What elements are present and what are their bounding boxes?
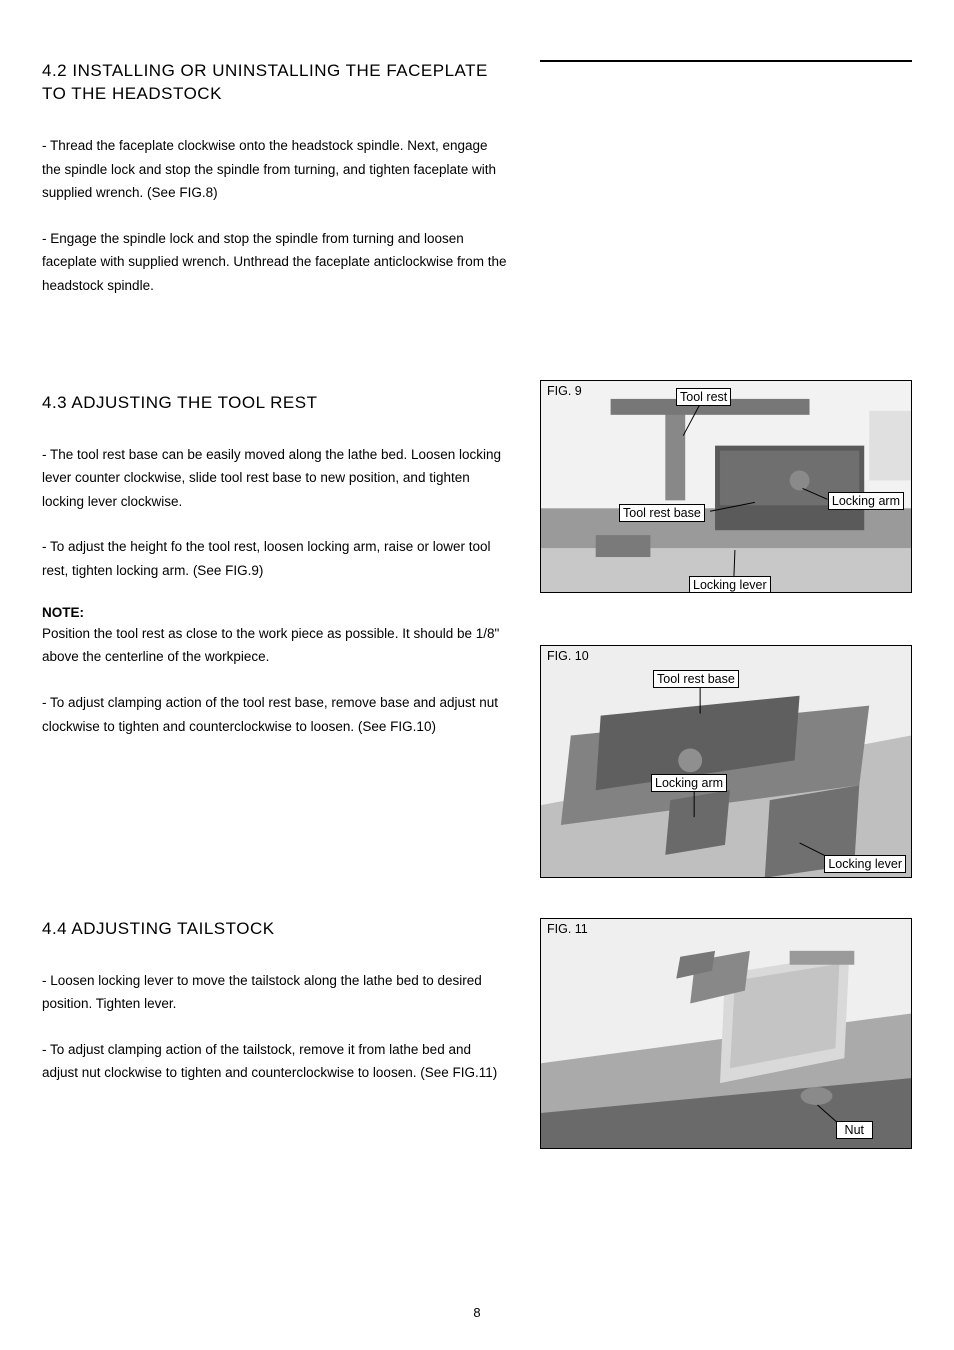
callout-locking-lever-10: Locking lever: [824, 855, 906, 873]
callout-tool-rest-base-10: Tool rest base: [653, 670, 739, 688]
figure-10-label: FIG. 10: [545, 649, 591, 663]
figure-9-10-col: FIG. 9 Tool rest Tool rest base Locking …: [540, 380, 912, 878]
callout-locking-arm-10: Locking arm: [651, 774, 727, 792]
section-4-4-p2: - To adjust clamping action of the tails…: [42, 1038, 510, 1085]
figure-11: FIG. 11 Nut: [540, 918, 912, 1149]
callout-nut: Nut: [836, 1121, 873, 1139]
figure-11-label: FIG. 11: [545, 922, 590, 936]
section-4-3-note-label: NOTE:: [42, 605, 510, 620]
section-4-3-row: 4.3 ADJUSTING THE TOOL REST - The tool r…: [42, 380, 912, 878]
section-4-3-p2: - To adjust the height fo the tool rest,…: [42, 535, 510, 582]
section-4-3-p3: - To adjust clamping action of the tool …: [42, 691, 510, 738]
section-4-2-row: 4.2 INSTALLING OR UNINSTALLING THE FACEP…: [42, 60, 912, 320]
section-4-3-text: 4.3 ADJUSTING THE TOOL REST - The tool r…: [42, 380, 510, 878]
section-4-4-title: 4.4 ADJUSTING TAILSTOCK: [42, 918, 510, 941]
section-4-2-text: 4.2 INSTALLING OR UNINSTALLING THE FACEP…: [42, 60, 510, 320]
figure-11-col: FIG. 11 Nut: [540, 918, 912, 1149]
figure-10: FIG. 10 Tool rest base Locking arm Locki…: [540, 645, 912, 878]
section-4-2-p1: - Thread the faceplate clockwise onto th…: [42, 134, 510, 205]
callout-tool-rest-base: Tool rest base: [619, 504, 705, 522]
figure-9-label: FIG. 9: [545, 384, 584, 398]
figure-8-col: FIG. 8 Faceplate Spindle lock: [540, 60, 912, 320]
callout-tool-rest: Tool rest: [676, 388, 731, 406]
section-4-2-title: 4.2 INSTALLING OR UNINSTALLING THE FACEP…: [42, 60, 510, 106]
section-4-3-note-body: Position the tool rest as close to the w…: [42, 622, 510, 669]
section-4-4-text: 4.4 ADJUSTING TAILSTOCK - Loosen locking…: [42, 918, 510, 1149]
figure-8-leaders: [541, 61, 911, 62]
figure-11-bg: [541, 919, 911, 1149]
figure-8-bg: [541, 61, 911, 62]
section-4-3-title: 4.3 ADJUSTING THE TOOL REST: [42, 392, 510, 415]
section-4-2-p2: - Engage the spindle lock and stop the s…: [42, 227, 510, 298]
figure-9: FIG. 9 Tool rest Tool rest base Locking …: [540, 380, 912, 593]
figure-9-bg: [541, 381, 911, 593]
section-4-3-p1: - The tool rest base can be easily moved…: [42, 443, 510, 514]
section-4-4-p1: - Loosen locking lever to move the tails…: [42, 969, 510, 1016]
page-number: 8: [0, 1305, 954, 1320]
callout-locking-lever: Locking lever: [689, 576, 771, 593]
section-4-4-row: 4.4 ADJUSTING TAILSTOCK - Loosen locking…: [42, 918, 912, 1149]
callout-locking-arm: Locking arm: [828, 492, 904, 510]
figure-8: FIG. 8 Faceplate Spindle lock: [540, 60, 912, 62]
